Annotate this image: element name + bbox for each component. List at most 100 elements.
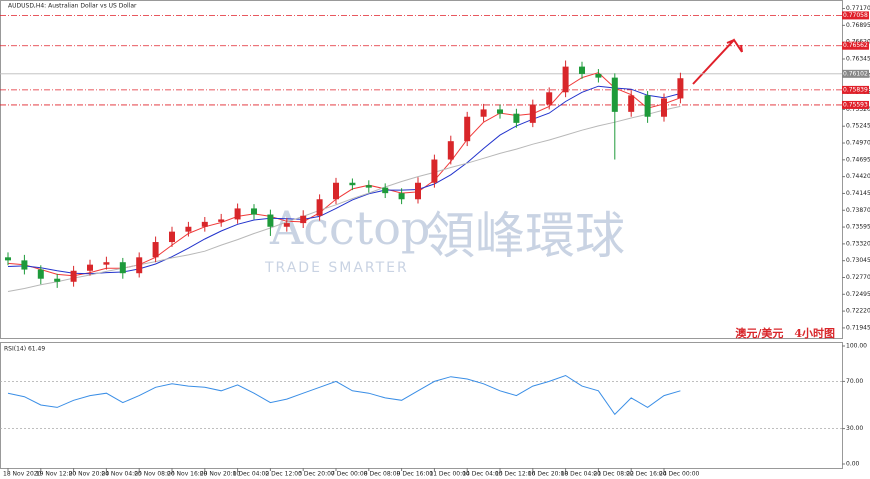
candle-body — [87, 264, 93, 271]
candle-body — [185, 226, 192, 232]
y-tick-label: 0.75245 — [846, 123, 870, 130]
y-tick-label: 0.76895 — [846, 22, 870, 29]
candle-body — [119, 262, 126, 274]
x-tick-label: 18 Nov 2020 — [3, 471, 42, 478]
x-tick-label: 19 Nov 12:00 — [36, 471, 77, 478]
x-tick-label: 15 Dec 12:00 — [495, 471, 536, 478]
x-tick-label: 25 Nov 08:00 — [134, 471, 175, 478]
watermark-sub: TRADE SMARTER — [264, 260, 409, 276]
candle-body — [447, 141, 454, 160]
candle-body — [300, 215, 307, 224]
candle-body — [628, 95, 635, 112]
candle-body — [5, 257, 11, 261]
x-tick-label: 14 Dec 04:00 — [462, 471, 503, 478]
x-tick-label: 3 Dec 20:00 — [298, 471, 335, 478]
level-label: 0.77058 — [843, 12, 868, 19]
x-tick-label: 1 Dec 04:00 — [233, 471, 270, 478]
level-tag — [842, 41, 869, 50]
candle-body — [201, 221, 208, 227]
y-tick-label: 0.71945 — [846, 324, 870, 331]
candle-body — [251, 208, 257, 215]
candle-body — [579, 66, 585, 74]
rsi-y-tick-label: 0.00 — [846, 461, 860, 468]
candle-body — [431, 159, 438, 183]
y-tick-label: 0.77170 — [846, 5, 870, 12]
y-tick-label: 0.73045 — [846, 257, 870, 264]
y-tick-label: 0.72220 — [846, 308, 870, 315]
level-label: 0.75593 — [843, 101, 868, 108]
candle-body — [611, 77, 618, 112]
candle-body — [644, 95, 651, 117]
x-tick-label: 18 Dec 04:00 — [561, 471, 602, 478]
rsi-title: RSI(14) 61.49 — [4, 346, 45, 353]
x-tick-label: 20 Nov 20:00 — [69, 471, 110, 478]
x-tick-label: 24 Dec 00:00 — [659, 471, 700, 478]
rsi-line — [7, 374, 681, 416]
candle-body — [365, 185, 372, 188]
candle-body — [562, 66, 569, 93]
candle-body — [480, 109, 487, 117]
rsi-y-tick-label: 70.00 — [846, 378, 863, 385]
y-tick-label: 0.75520 — [846, 106, 870, 113]
candle-body — [677, 78, 684, 99]
candle-body — [152, 242, 159, 258]
candle-body — [54, 278, 61, 282]
rsi-panel — [0, 342, 843, 469]
y-tick-label: 0.74145 — [846, 190, 870, 197]
level-label: 0.76562 — [843, 42, 868, 49]
candle-body — [169, 231, 175, 243]
watermark-cn: 領峰環球 — [425, 207, 625, 265]
candle-body — [267, 214, 274, 227]
x-tick-label: 11 Dec 00:00 — [429, 471, 470, 478]
candle-body — [218, 219, 225, 222]
y-tick-label: 0.73320 — [846, 240, 870, 247]
y-tick-label: 0.74970 — [846, 140, 870, 147]
candle-body — [70, 270, 77, 282]
x-tick-label: 26 Nov 16:00 — [167, 471, 208, 478]
chart-title: AUDUSD,H4: Australian Dollar vs US Dolla… — [8, 3, 137, 10]
x-tick-label: 2 Dec 12:00 — [265, 471, 302, 478]
y-tick-label: 0.76345 — [846, 55, 870, 62]
candle-body — [234, 208, 241, 220]
rsi-y-tick-label: 30.00 — [846, 425, 863, 432]
x-tick-label: 24 Nov 04:00 — [101, 471, 142, 478]
candle-body — [661, 98, 667, 117]
watermark: Acctop — [269, 201, 430, 255]
y-tick-label: 0.74695 — [846, 156, 870, 163]
x-tick-label: 29 Nov 20:00 — [200, 471, 241, 478]
annotation: 澳元/美元 4小时图 — [735, 326, 835, 340]
candle-body — [349, 182, 356, 186]
candle-body — [382, 187, 389, 194]
y-tick-label: 0.73870 — [846, 207, 870, 214]
candle-body — [529, 104, 536, 123]
forecast-arrow — [692, 38, 743, 85]
x-tick-label: 16 Dec 20:00 — [528, 471, 569, 478]
y-tick-label: 0.74420 — [846, 173, 870, 180]
candle-body — [464, 116, 471, 142]
candle-body — [316, 199, 323, 216]
candle-body — [497, 109, 503, 114]
level-tag — [842, 11, 869, 20]
y-tick-label: 0.72495 — [846, 291, 870, 298]
candle-body — [136, 257, 143, 274]
candle-body — [415, 182, 421, 200]
current-price-tag — [842, 69, 869, 78]
candle-body — [21, 260, 28, 270]
x-tick-label: 9 Dec 16:00 — [397, 471, 434, 478]
candle-body — [595, 73, 602, 78]
level-tag — [842, 100, 869, 109]
level-label: 0.75839 — [843, 86, 868, 93]
candle-body — [398, 193, 405, 200]
candle-body — [333, 182, 339, 200]
candle-body — [37, 269, 44, 279]
candle-body — [546, 92, 553, 105]
x-tick-label: 21 Dec 08:00 — [593, 471, 634, 478]
candle-body — [103, 262, 110, 265]
candle-body — [513, 113, 520, 123]
price-panel — [0, 0, 843, 339]
level-tag — [842, 85, 869, 94]
current-price-label: 0.76102 — [843, 70, 868, 77]
y-tick-label: 0.73595 — [846, 224, 870, 231]
x-tick-label: 7 Dec 00:00 — [331, 471, 368, 478]
